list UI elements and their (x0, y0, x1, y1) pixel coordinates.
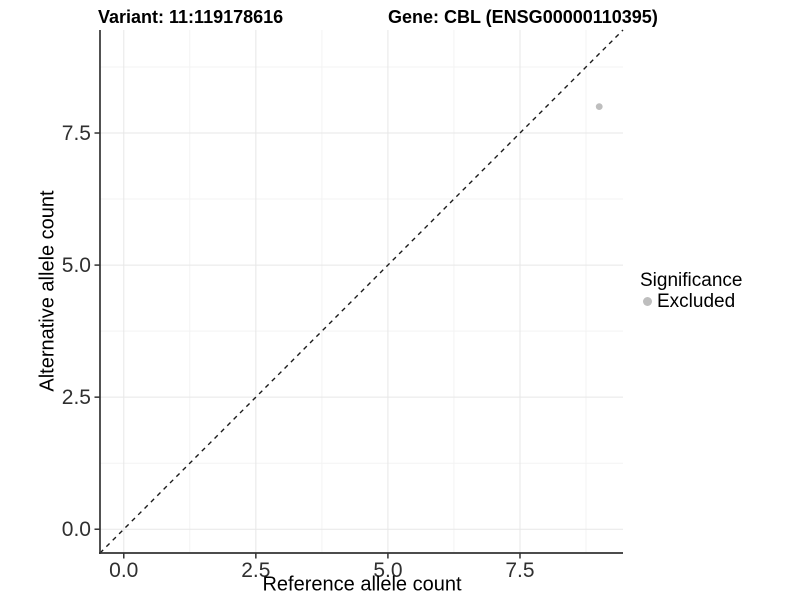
x-tick-label: 5.0 (373, 559, 402, 582)
y-tick-label: 0.0 (62, 518, 91, 541)
y-tick-label: 2.5 (62, 386, 91, 409)
plot-title-gene: Gene: CBL (ENSG00000110395) (388, 7, 658, 27)
legend: Significance Excluded (640, 270, 742, 312)
y-tick-label: 5.0 (62, 254, 91, 277)
x-tick-label: 2.5 (241, 559, 270, 582)
legend-title: Significance (640, 270, 743, 291)
x-axis-title: Reference allele count (262, 573, 462, 596)
x-tick-label: 7.5 (505, 559, 534, 582)
legend-point-icon (643, 297, 652, 306)
plot-title-variant: Variant: 11:119178616 (98, 7, 284, 27)
x-tick-label: 0.0 (109, 559, 138, 582)
data-point (595, 103, 603, 111)
identity-reference-line (99, 29, 624, 554)
y-tick-label: 7.5 (62, 122, 91, 145)
legend-item-label: Excluded (657, 290, 736, 312)
legend-item-excluded: Excluded (640, 291, 742, 312)
y-axis-title: Alternative allele count (36, 190, 59, 392)
